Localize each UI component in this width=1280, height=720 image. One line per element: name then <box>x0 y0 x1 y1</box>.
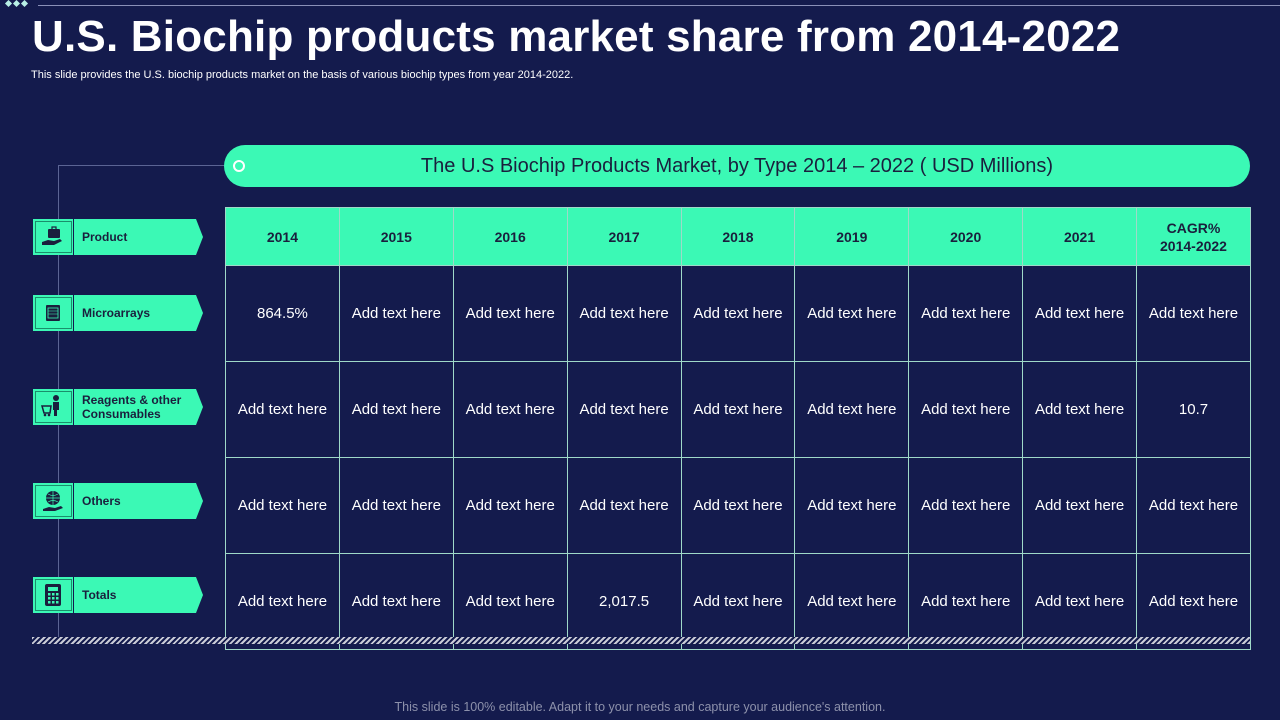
table-cell[interactable]: Add text here <box>680 553 796 650</box>
corner-decoration <box>4 0 29 8</box>
table-cell[interactable]: Add text here <box>908 361 1024 458</box>
table-cell[interactable]: Add text here <box>908 553 1024 650</box>
table-row: Add text here Add text here Add text here A… <box>225 361 1251 458</box>
table-cell[interactable]: Add text here <box>338 553 454 650</box>
table-row: Add text here Add text here Add text here 2… <box>225 553 1251 650</box>
table-cell[interactable]: Add text here <box>225 553 340 650</box>
category-text: Microarrays <box>82 306 151 320</box>
table-cell[interactable]: Add text here <box>1136 457 1251 554</box>
circle-icon <box>233 160 245 172</box>
column-header: 2018 <box>680 207 796 266</box>
connector-line <box>58 165 226 166</box>
table-cell[interactable]: Add text here <box>452 265 568 362</box>
table-cell[interactable]: Add text here <box>794 553 910 650</box>
table-cell[interactable]: Add text here <box>566 457 682 554</box>
table-cell[interactable]: Add text here <box>794 457 910 554</box>
table-cell[interactable]: Add text here <box>225 361 340 458</box>
table-row: Add text here Add text here Add text here A… <box>225 457 1251 554</box>
column-header: 2021 <box>1022 207 1137 266</box>
table-cell[interactable]: Add text here <box>1022 553 1137 650</box>
table-cell[interactable]: Add text here <box>338 457 454 554</box>
table-cell[interactable]: Add text here <box>1022 361 1137 458</box>
table-cell[interactable]: Add text here <box>680 457 796 554</box>
column-header: 2015 <box>338 207 454 266</box>
column-header: 2020 <box>908 207 1024 266</box>
column-header: 2017 <box>566 207 682 266</box>
table-cell[interactable]: Add text here <box>566 361 682 458</box>
table-cell[interactable]: Add text here <box>794 265 910 362</box>
category-text: Totals <box>82 588 117 602</box>
table-banner: The U.S Biochip Products Market, by Type… <box>224 145 1250 187</box>
table-cell[interactable]: Add text here <box>794 361 910 458</box>
category-text: Reagents & other Consumables <box>82 393 182 421</box>
page-subtitle: This slide provides the U.S. biochip pro… <box>31 69 574 81</box>
category-label-microarrays: Microarrays <box>33 295 203 331</box>
table-cell[interactable]: Add text here <box>908 457 1024 554</box>
table-cell[interactable]: Add text here <box>908 265 1024 362</box>
table-cell[interactable]: Add text here <box>338 265 454 362</box>
category-text: Product <box>82 230 128 244</box>
table-cell[interactable]: Add text here <box>566 265 682 362</box>
hatched-divider <box>32 637 1250 644</box>
globe-hand-icon <box>33 483 74 519</box>
column-header: 2016 <box>452 207 568 266</box>
banner-title: The U.S Biochip Products Market, by Type… <box>420 154 1054 177</box>
table-cell[interactable]: Add text here <box>338 361 454 458</box>
shopping-cart-person-icon <box>33 389 74 425</box>
table-header-row: 2014 2015 2016 2017 2018 2019 2020 2021 … <box>225 207 1251 266</box>
table-cell[interactable]: 864.5% <box>225 265 340 362</box>
chip-icon <box>33 295 74 331</box>
table-cell[interactable]: Add text here <box>452 361 568 458</box>
column-header: 2019 <box>794 207 910 266</box>
table-cell[interactable]: Add text here <box>1136 265 1251 362</box>
table-cell[interactable]: 2,017.5 <box>566 553 682 650</box>
table-row: 864.5% Add text here Add text here Add text… <box>225 265 1251 362</box>
table-cell[interactable]: Add text here <box>680 361 796 458</box>
table-cell[interactable]: Add text here <box>1022 265 1137 362</box>
table-cell[interactable]: Add text here <box>680 265 796 362</box>
table-cell[interactable]: Add text here <box>1136 553 1251 650</box>
table-cell[interactable]: Add text here <box>452 457 568 554</box>
table-cell[interactable]: Add text here <box>452 553 568 650</box>
market-table: 2014 2015 2016 2017 2018 2019 2020 2021 … <box>225 207 1251 650</box>
category-label-others: Others <box>33 483 203 519</box>
column-header: 2014 <box>225 207 340 266</box>
category-label-reagents: Reagents & other Consumables <box>33 389 203 425</box>
top-divider <box>38 5 1280 6</box>
category-label-totals: Totals <box>33 577 203 613</box>
column-header: CAGR% 2014-2022 <box>1136 207 1251 266</box>
category-text: Others <box>82 494 121 508</box>
briefcase-hand-icon <box>33 219 74 255</box>
calculator-icon <box>33 577 74 613</box>
table-cell[interactable]: 10.7 <box>1136 361 1251 458</box>
table-cell[interactable]: Add text here <box>225 457 340 554</box>
category-label-product: Product <box>33 219 203 255</box>
table-cell[interactable]: Add text here <box>1022 457 1137 554</box>
page-title: U.S. Biochip products market share from … <box>32 12 1121 61</box>
footer-note: This slide is 100% editable. Adapt it to… <box>394 700 886 714</box>
